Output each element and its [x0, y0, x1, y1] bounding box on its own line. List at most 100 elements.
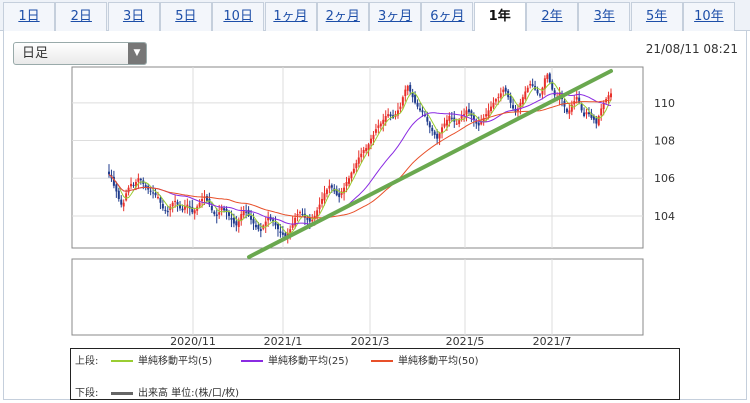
- candle-body: [205, 196, 208, 201]
- candle-body: [438, 132, 441, 139]
- candle-body: [139, 178, 142, 181]
- candle-body: [553, 90, 556, 96]
- y-tick-label: 104: [654, 210, 675, 223]
- candle-body: [296, 214, 299, 216]
- tab-1日[interactable]: 1日: [3, 2, 55, 31]
- candle-body: [291, 223, 294, 228]
- candle-body: [108, 171, 110, 175]
- candle-body: [130, 183, 133, 187]
- candle-body: [382, 119, 385, 124]
- tab-3日[interactable]: 3日: [107, 2, 160, 31]
- candle-body: [487, 110, 490, 117]
- candle-body: [389, 114, 392, 117]
- candle-body: [311, 219, 314, 222]
- legend-item-label: 単純移動平均(50): [398, 356, 479, 367]
- candle-body: [230, 217, 233, 220]
- candle-body: [384, 116, 387, 122]
- candle-body: [235, 221, 238, 226]
- candle-body: [272, 219, 275, 222]
- tab-5日[interactable]: 5日: [159, 2, 212, 31]
- candle-body: [460, 116, 463, 119]
- candle-body: [543, 78, 546, 90]
- legend-item-label: 出来高 単位:(株/口/枚): [138, 388, 240, 399]
- candle-body: [179, 204, 182, 209]
- candle-body: [325, 189, 328, 194]
- candle-body: [492, 102, 495, 108]
- candle-body: [203, 197, 206, 199]
- candle-body: [289, 229, 292, 235]
- tab-2年[interactable]: 2年: [526, 2, 578, 31]
- candle-body: [504, 87, 507, 92]
- candle-body: [122, 202, 125, 207]
- x-tick-label: 2021/1: [264, 335, 303, 348]
- candle-body: [201, 198, 204, 202]
- candle-body: [137, 178, 140, 182]
- candle-body: [191, 206, 194, 213]
- candle-body: [482, 117, 485, 122]
- candle-body: [514, 108, 517, 113]
- candle-body: [225, 208, 228, 213]
- candle-body: [237, 219, 240, 228]
- y-tick-label: 110: [654, 97, 675, 110]
- candle-body: [276, 224, 279, 230]
- candle-body: [360, 153, 363, 158]
- tab-10日[interactable]: 10日: [212, 2, 265, 31]
- candle-body: [448, 116, 451, 121]
- tab-3ヶ月[interactable]: 3ヶ月: [369, 2, 422, 31]
- candle-body: [516, 108, 519, 112]
- tab-5年[interactable]: 5年: [630, 2, 683, 31]
- period-select[interactable]: 日足 ▼: [13, 42, 147, 65]
- timestamp: 21/08/11 08:21: [645, 42, 738, 56]
- tab-1年[interactable]: 1年: [473, 2, 526, 32]
- candle-body: [345, 182, 348, 187]
- candle-body: [409, 84, 412, 92]
- candle-body: [502, 89, 505, 93]
- candle-body: [433, 131, 436, 135]
- candle-body: [585, 112, 588, 115]
- candle-body: [610, 93, 612, 98]
- x-tick-label: 2020/11: [170, 335, 216, 348]
- x-tick-label: 2021/3: [351, 335, 390, 348]
- candle-body: [475, 121, 478, 124]
- candle-body: [465, 110, 468, 115]
- candle-body: [590, 112, 593, 118]
- candle-body: [250, 215, 253, 220]
- tab-6ヶ月[interactable]: 6ヶ月: [421, 2, 474, 31]
- candle-body: [215, 214, 218, 216]
- tab-1ヶ月[interactable]: 1ヶ月: [264, 2, 317, 31]
- candle-body: [406, 85, 409, 91]
- candle-body: [441, 127, 444, 134]
- candle-body: [362, 149, 365, 154]
- candle-body: [213, 211, 216, 215]
- candle-body: [183, 206, 186, 210]
- candle-body: [600, 108, 603, 116]
- candle-body: [404, 89, 407, 97]
- candle-body: [223, 208, 226, 211]
- legend-item-volume: 出来高 単位:(株/口/枚): [111, 384, 239, 399]
- candle-body: [125, 193, 128, 201]
- candle-body: [218, 212, 221, 215]
- candle-body: [568, 110, 571, 114]
- candle-body: [602, 102, 605, 110]
- candle-body: [227, 212, 230, 216]
- candle-body: [529, 83, 532, 86]
- candle-body: [294, 217, 297, 226]
- tab-2日[interactable]: 2日: [55, 2, 108, 31]
- candle-body: [259, 229, 262, 232]
- candle-body: [323, 193, 326, 201]
- candle-body: [164, 209, 167, 211]
- candle-body: [418, 108, 421, 111]
- candle-body: [338, 193, 341, 198]
- legend-item-sma50: 単純移動平均(50): [371, 352, 479, 367]
- tab-10年[interactable]: 10年: [682, 2, 735, 31]
- candle-body: [161, 203, 164, 209]
- chevron-down-icon[interactable]: ▼: [128, 43, 146, 64]
- tab-2ヶ月[interactable]: 2ヶ月: [316, 2, 369, 31]
- candle-body: [443, 123, 446, 127]
- candle-body: [174, 200, 177, 203]
- candle-body: [328, 185, 331, 189]
- candle-body: [144, 185, 147, 188]
- tab-3年[interactable]: 3年: [578, 2, 631, 31]
- candle-body: [387, 114, 390, 117]
- candle-body: [245, 211, 248, 213]
